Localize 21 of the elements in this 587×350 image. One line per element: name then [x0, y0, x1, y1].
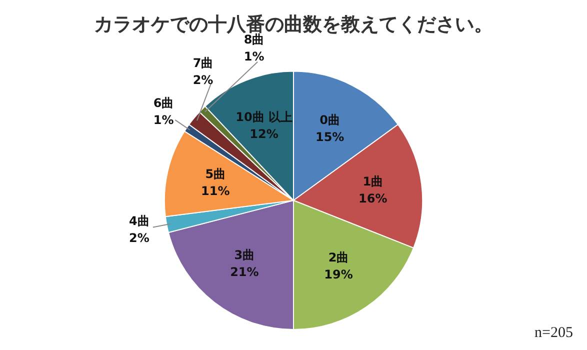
data-label: 16%	[358, 191, 388, 206]
slice-label: 4曲	[129, 214, 150, 228]
slice-label: 6曲	[153, 96, 174, 110]
slice-label: 0曲	[320, 113, 340, 128]
text: n=205	[534, 325, 573, 342]
slice-label: 10曲 以上	[236, 110, 292, 124]
data-label: 12%	[250, 127, 278, 142]
data-label: 2%	[128, 230, 150, 245]
slice-label: 7曲	[192, 56, 214, 70]
data-label: 1%	[153, 113, 174, 128]
slice-label: 2曲	[328, 250, 349, 265]
slice-label: 1曲	[362, 174, 384, 188]
data-label: 2%	[192, 73, 214, 88]
data-label: 11%	[201, 184, 230, 198]
slice-label: 5曲	[205, 167, 226, 182]
slice-label: 8曲	[244, 32, 264, 46]
slice-label: 3曲	[234, 248, 255, 262]
data-label: 21%	[230, 264, 259, 279]
data-label: 1%	[244, 49, 264, 64]
data-label: 19%	[324, 268, 353, 282]
data-label: 15%	[315, 130, 344, 144]
